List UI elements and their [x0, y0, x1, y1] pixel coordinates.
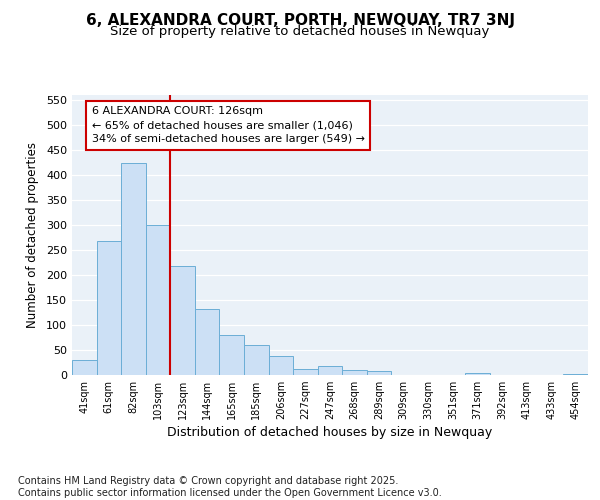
Bar	[563, 374, 588, 375]
Bar	[367, 371, 391, 375]
Bar	[121, 162, 146, 375]
Y-axis label: Number of detached properties: Number of detached properties	[26, 142, 39, 328]
Bar	[195, 308, 220, 375]
Bar	[146, 225, 170, 375]
Bar	[318, 366, 342, 375]
Bar	[220, 335, 244, 375]
Bar	[465, 372, 490, 375]
Bar	[293, 369, 318, 375]
Text: 6 ALEXANDRA COURT: 126sqm
← 65% of detached houses are smaller (1,046)
34% of se: 6 ALEXANDRA COURT: 126sqm ← 65% of detac…	[92, 106, 365, 144]
Bar	[72, 360, 97, 375]
X-axis label: Distribution of detached houses by size in Newquay: Distribution of detached houses by size …	[167, 426, 493, 440]
Bar	[269, 356, 293, 375]
Text: Contains HM Land Registry data © Crown copyright and database right 2025.
Contai: Contains HM Land Registry data © Crown c…	[18, 476, 442, 498]
Bar	[97, 241, 121, 375]
Text: 6, ALEXANDRA COURT, PORTH, NEWQUAY, TR7 3NJ: 6, ALEXANDRA COURT, PORTH, NEWQUAY, TR7 …	[86, 12, 515, 28]
Bar	[244, 345, 269, 375]
Bar	[170, 266, 195, 375]
Bar	[342, 370, 367, 375]
Text: Size of property relative to detached houses in Newquay: Size of property relative to detached ho…	[110, 25, 490, 38]
